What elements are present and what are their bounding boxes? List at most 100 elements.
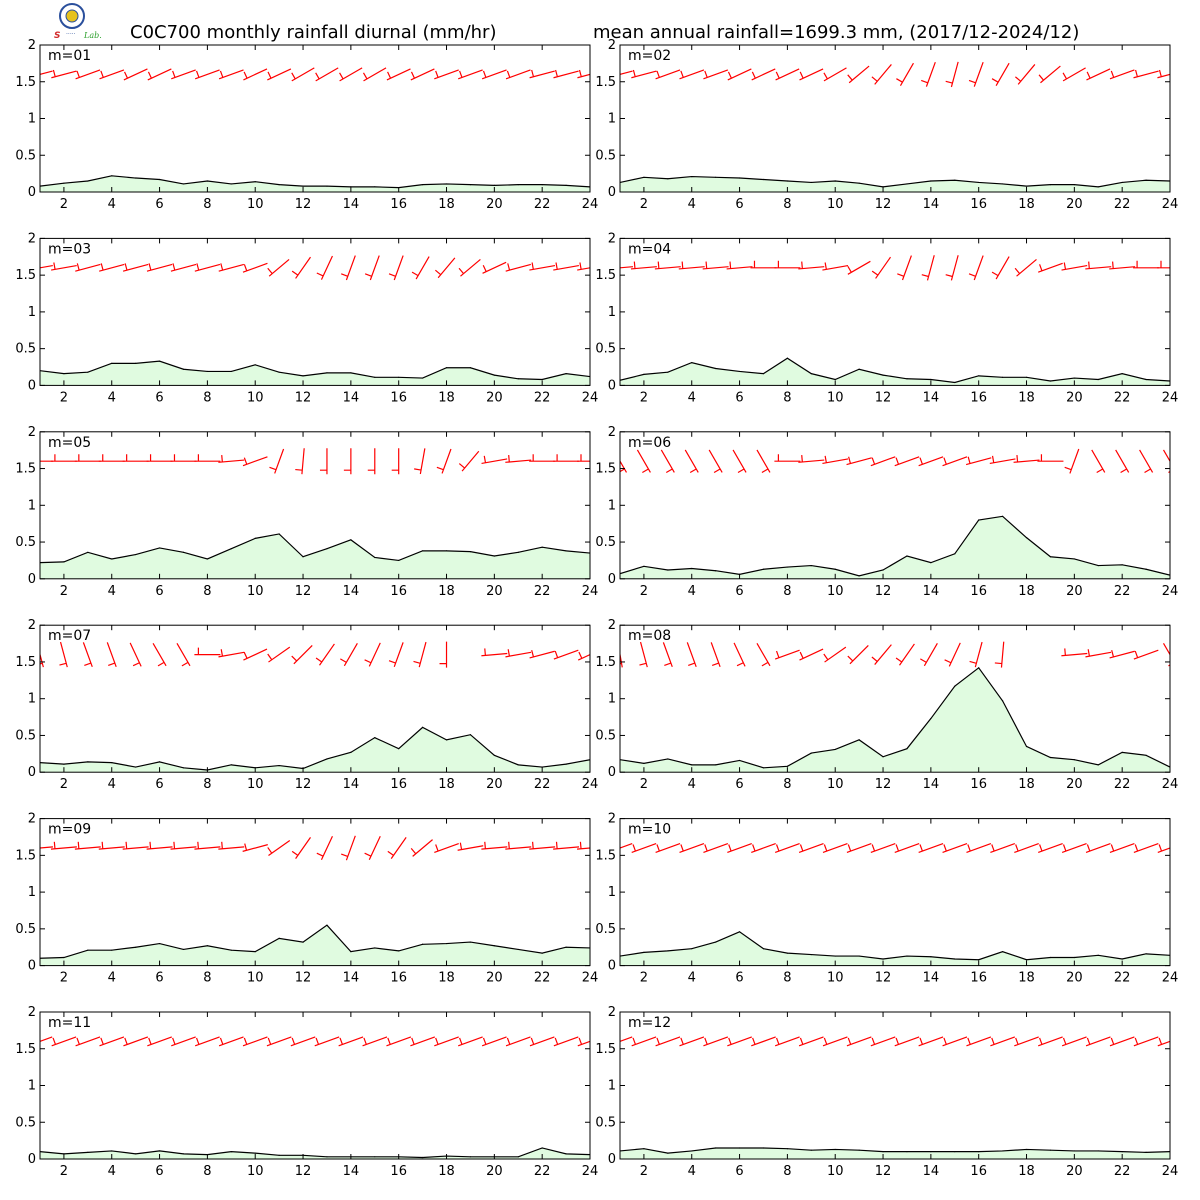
wind-barb (662, 642, 673, 668)
rainfall-point (930, 180, 932, 182)
wind-barb (991, 256, 1010, 280)
rainfall-point (541, 1147, 543, 1149)
x-tick-label: 10 (247, 197, 264, 212)
rainfall-point (858, 575, 860, 577)
wind-barb (894, 842, 920, 854)
wind-barb (338, 1036, 364, 1047)
x-tick-label: 22 (534, 390, 551, 405)
rainfall-point (87, 761, 89, 763)
rainfall-point (565, 184, 567, 186)
y-tick-label: 2 (608, 1005, 616, 1020)
x-tick-label: 2 (640, 390, 648, 405)
x-tick-label: 16 (390, 390, 407, 405)
rainfall-point (906, 555, 908, 557)
wind-barb (895, 643, 915, 666)
x-tick-label: 2 (60, 197, 68, 212)
rainfall-point (565, 1153, 567, 1155)
x-tick-label: 8 (203, 197, 211, 212)
panel-frame (39, 1011, 591, 1160)
rainfall-point (1121, 564, 1123, 566)
rainfall-area (620, 176, 1170, 192)
wind-barb (315, 643, 335, 666)
wind-barb (194, 1036, 220, 1047)
panel-content (40, 255, 590, 386)
rainfall-point (1049, 184, 1052, 186)
wind-barb (434, 257, 456, 279)
wind-barb (920, 643, 938, 667)
rainfall-point (206, 945, 208, 947)
panel-content (40, 641, 590, 773)
wind-barb (74, 454, 101, 462)
wind-barb (242, 456, 268, 467)
x-tick-label: 24 (582, 197, 599, 212)
wind-barb (1139, 449, 1154, 474)
rainfall-point (398, 559, 400, 562)
y-tick-label: 1.5 (15, 1042, 36, 1057)
rainfall-point (445, 550, 448, 552)
rainfall-point (954, 958, 956, 960)
rainfall-point (858, 739, 860, 741)
x-tick-label: 24 (1162, 584, 1179, 599)
wind-barb (710, 642, 721, 668)
x-tick-label: 14 (923, 777, 940, 792)
x-tick-label: 10 (247, 584, 264, 599)
rainfall-point (326, 1156, 328, 1158)
rainfall-point (182, 948, 185, 951)
x-tick-label: 8 (783, 777, 791, 792)
x-tick-label: 22 (1114, 197, 1131, 212)
wind-barb (434, 1036, 459, 1047)
rainfall-point (182, 183, 185, 185)
wind-barb (1064, 448, 1080, 474)
wind-barb (1014, 258, 1037, 277)
wind-barb (505, 69, 531, 80)
x-tick-label: 8 (783, 197, 791, 212)
rainfall-point (810, 564, 812, 567)
y-tick-label: 1.5 (595, 75, 616, 90)
panel-frame (619, 431, 1171, 580)
wind-barb (170, 263, 197, 272)
rainfall-point (762, 568, 765, 570)
rainfall-point (1025, 537, 1028, 539)
rainfall-point (715, 1147, 717, 1149)
y-tick-label: 2 (608, 38, 616, 53)
logo-text: Lab. (83, 31, 102, 40)
rainfall-point (643, 176, 645, 178)
x-tick-label: 22 (1114, 971, 1131, 986)
x-tick-label: 18 (1018, 197, 1035, 212)
rainfall-point (1049, 556, 1052, 558)
panel-content (620, 448, 1170, 579)
rainfall-point (1145, 378, 1147, 381)
x-tick-label: 12 (875, 584, 892, 599)
x-tick-label: 24 (1162, 971, 1179, 986)
rainfall-point (858, 955, 860, 957)
wind-barb (291, 644, 313, 665)
wind-barb (894, 1036, 920, 1047)
wind-barb (1038, 1036, 1063, 1047)
x-tick-label: 22 (1114, 584, 1131, 599)
wind-barb (319, 448, 328, 475)
y-tick-label: 1 (608, 1079, 616, 1094)
x-tick-label: 18 (438, 584, 455, 599)
rainfall-area (620, 516, 1170, 579)
rainfall-point (158, 360, 161, 362)
wind-barb (341, 255, 356, 281)
wind-barb (630, 261, 657, 270)
y-tick-label: 2 (28, 231, 36, 246)
wind-barb (434, 842, 459, 854)
wind-barb (1038, 65, 1061, 84)
rainfall-point (810, 752, 812, 754)
rainfall-point (834, 568, 836, 570)
rainfall-point (230, 764, 232, 766)
wind-barb (727, 68, 752, 81)
wind-barb (990, 1036, 1016, 1047)
rainfall-point (786, 765, 788, 767)
wind-barb (679, 1036, 705, 1047)
x-tick-label: 6 (155, 197, 163, 212)
wind-barb (577, 1037, 590, 1047)
rainfall-point (978, 667, 980, 669)
wind-barb (553, 1036, 579, 1047)
rainfall-point (111, 949, 113, 951)
wind-barb (481, 69, 507, 80)
rainfall-point (326, 758, 328, 760)
